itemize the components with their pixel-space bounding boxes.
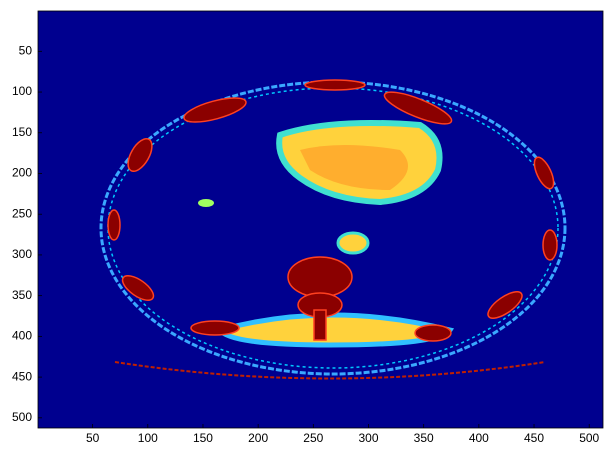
fat-regions (107, 79, 558, 342)
y-tick-label: 400 (12, 329, 32, 343)
x-tick-label: 50 (86, 431, 100, 445)
x-tick-label: 100 (138, 431, 158, 445)
spot (198, 199, 214, 207)
table-line (114, 361, 546, 380)
y-tick-label: 450 (12, 369, 32, 383)
x-tick-label: 200 (248, 431, 268, 445)
y-tick-label: 350 (12, 288, 32, 302)
ct-image (99, 79, 567, 380)
x-tick-label: 400 (469, 431, 489, 445)
organ-texture (300, 145, 408, 190)
y-tick-label: 150 (12, 125, 32, 139)
y-tick-label: 250 (12, 206, 32, 220)
x-tick-label: 300 (358, 431, 378, 445)
x-tick-label: 450 (524, 431, 544, 445)
x-tick-label: 250 (303, 431, 323, 445)
y-tick-label: 500 (12, 410, 32, 424)
y-tick-label: 200 (12, 166, 32, 180)
x-tick-label: 350 (414, 431, 434, 445)
y-tick-label: 300 (12, 247, 32, 261)
x-tick-label: 500 (579, 431, 599, 445)
y-tick-label: 100 (12, 84, 32, 98)
y-tick-label: 50 (19, 43, 33, 57)
vessel (336, 231, 370, 255)
x-tick-label: 150 (193, 431, 213, 445)
axes-frame (37, 10, 604, 429)
